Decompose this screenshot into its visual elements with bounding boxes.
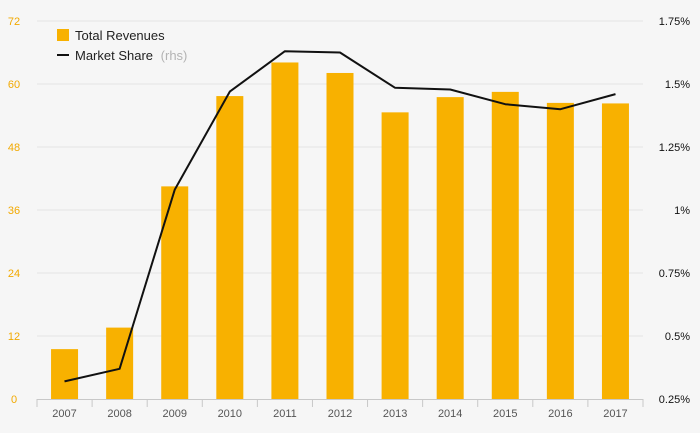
- x-tick-label: 2014: [438, 408, 462, 420]
- right-tick-label: 1.5%: [665, 79, 690, 91]
- right-tick-label: 0.5%: [665, 331, 690, 343]
- bar-2016: [546, 102, 574, 400]
- right-tick-label: 1.25%: [659, 142, 690, 154]
- bar-2012: [326, 72, 354, 399]
- right-tick-label: 1%: [674, 205, 690, 217]
- left-tick-label: 48: [8, 142, 20, 154]
- legend-label-market-share-name: Market Share: [75, 48, 153, 63]
- x-tick-label: 2016: [548, 408, 572, 420]
- bars-layer: [51, 62, 629, 400]
- left-tick-label: 0: [11, 394, 17, 406]
- legend-swatch-total-revenues: [57, 29, 69, 41]
- x-tick-label: 2015: [493, 408, 517, 420]
- bar-2014: [436, 97, 464, 399]
- x-tick-label: 2009: [162, 408, 186, 420]
- bar-2010: [216, 96, 244, 399]
- line-layer: [64, 50, 616, 383]
- legend: Total Revenues Market Share (rhs): [57, 28, 187, 63]
- left-tick-label: 60: [8, 79, 20, 91]
- bar-2007: [51, 349, 79, 399]
- x-tick-label: 2008: [107, 408, 131, 420]
- x-tick-label: 2017: [603, 408, 627, 420]
- x-tick-label: 2011: [273, 408, 297, 420]
- left-tick-label: 12: [8, 331, 20, 343]
- bar-2015: [491, 91, 519, 399]
- right-tick-label: 0.75%: [659, 268, 690, 280]
- legend-label-total-revenues: Total Revenues: [75, 28, 165, 43]
- legend-label-market-share: Market Share (rhs): [75, 48, 187, 63]
- right-tick-label: 0.25%: [659, 394, 690, 406]
- x-tick-label: 2007: [52, 408, 76, 420]
- left-tick-label: 72: [8, 16, 20, 28]
- axes-layer: 2007 2008 2009 2010 2011 2012 2013 2014 2015 2016…: [8, 16, 690, 420]
- left-tick-label: 36: [8, 205, 20, 217]
- bar-2013: [381, 112, 409, 399]
- x-tick-label: 2013: [383, 408, 407, 420]
- legend-label-market-share-note: (rhs): [161, 48, 188, 63]
- right-tick-label: 1.75%: [659, 16, 690, 28]
- bar-2011: [271, 62, 299, 399]
- bar-2017: [601, 103, 629, 400]
- x-tick-label: 2012: [328, 408, 352, 420]
- x-tick-label: 2010: [218, 408, 242, 420]
- left-tick-label: 24: [8, 268, 20, 280]
